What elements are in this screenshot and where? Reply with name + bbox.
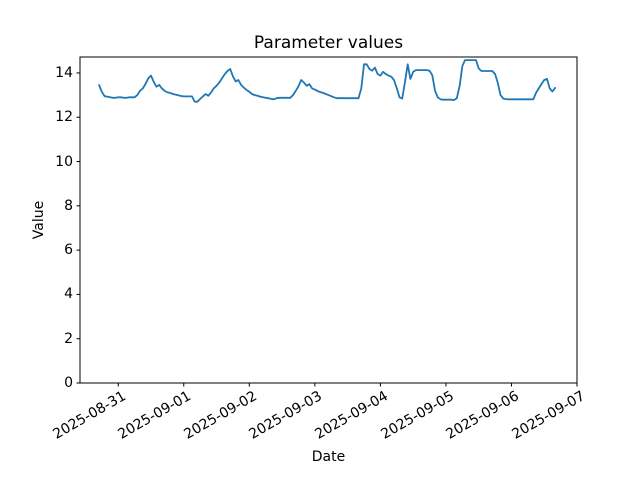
y-tick-label: 8: [64, 197, 73, 214]
chart-title: Parameter values: [253, 33, 404, 53]
x-axis-label: Date: [311, 449, 346, 465]
tick-marks: [76, 72, 578, 387]
y-tick-label: 2: [64, 330, 73, 347]
y-tick-label: 0: [64, 375, 73, 391]
y-tick-label: 10: [55, 153, 73, 170]
y-tick-label: 6: [64, 242, 73, 259]
series-line: [98, 59, 557, 103]
y-tick-label: 4: [64, 286, 73, 303]
y-tick-label: 14: [55, 64, 73, 81]
y-tick-label: 12: [55, 109, 73, 126]
plot-border: [79, 56, 578, 384]
